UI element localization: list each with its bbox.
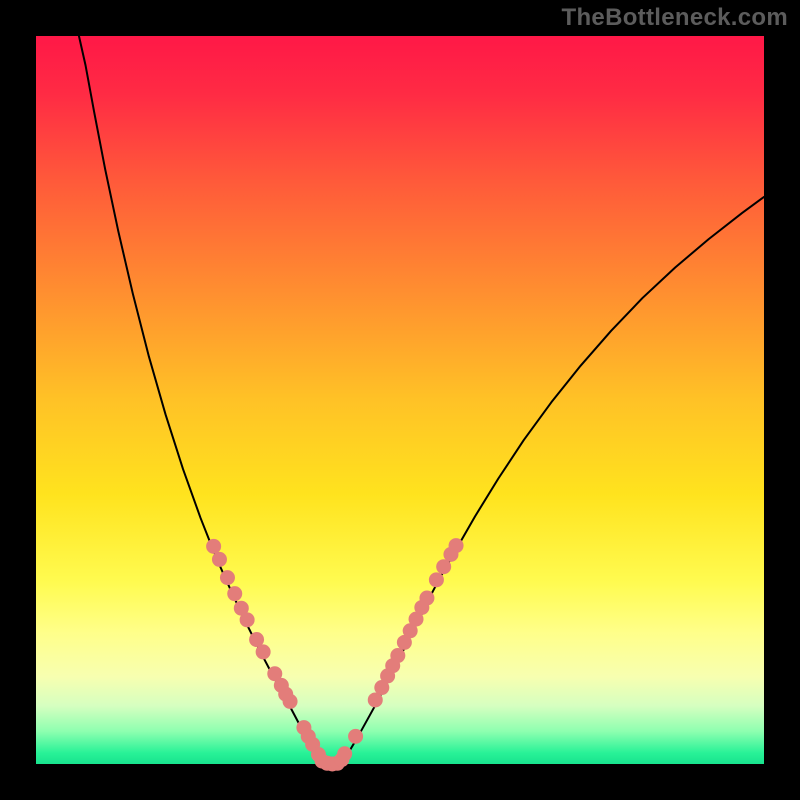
marker-dot: [449, 538, 464, 553]
marker-dot: [220, 570, 235, 585]
marker-dot: [283, 694, 298, 709]
marker-dot: [419, 591, 434, 606]
left-curve: [79, 36, 321, 764]
marker-dot: [206, 539, 221, 554]
marker-dot: [256, 644, 271, 659]
marker-dot: [337, 746, 352, 761]
marker-group: [206, 538, 463, 771]
marker-dot: [429, 572, 444, 587]
marker-dot: [227, 586, 242, 601]
marker-dot: [348, 729, 363, 744]
plot-area: [36, 36, 764, 764]
marker-dot: [212, 552, 227, 567]
curve-layer: [36, 36, 764, 764]
marker-dot: [240, 612, 255, 627]
marker-dot: [390, 648, 405, 663]
right-curve: [341, 197, 764, 764]
canvas-frame: TheBottleneck.com: [0, 0, 800, 800]
watermark-text: TheBottleneck.com: [562, 4, 788, 32]
